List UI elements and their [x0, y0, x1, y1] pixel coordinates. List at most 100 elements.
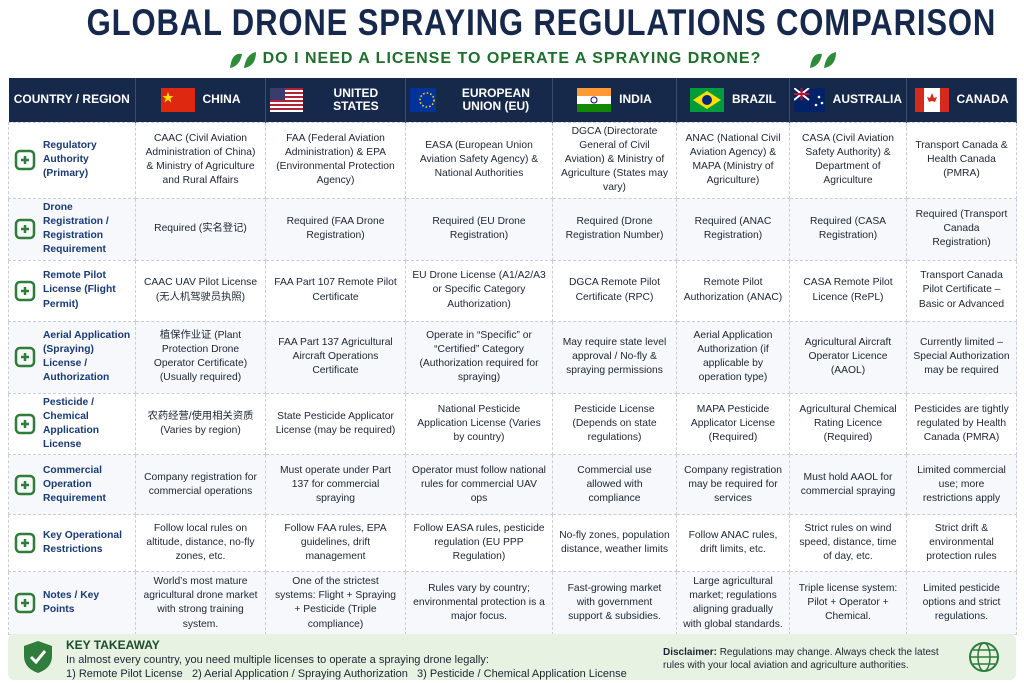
table-cell: CASA Remote Pilot Licence (RePL) — [789, 259, 907, 322]
row-label: Drone Registration / Registration Requir… — [43, 201, 109, 256]
row-icon — [14, 413, 36, 435]
table-cell: Limited commercial use; more restriction… — [906, 454, 1017, 516]
takeaway-item: 1) Remote Pilot License — [66, 667, 183, 680]
disclaimer-label: Disclaimer: — [663, 647, 717, 658]
row-header-wrap: Remote Pilot License (Flight Permit) — [13, 269, 131, 312]
table-cell: Company registration for commercial oper… — [135, 454, 266, 516]
disclaimer-text: Regulations may change. Always check the… — [663, 647, 939, 671]
table-cell: Required (CASA Registration) — [789, 197, 907, 261]
table-cell: DGCA (Directorate General of Civil Aviat… — [552, 121, 677, 199]
column-header: EUROPEAN UNION (EU) — [405, 78, 553, 122]
table-cell: Company registration may be required for… — [676, 454, 790, 516]
row-label: Pesticide / Chemical Application License — [43, 396, 100, 451]
table-cell: DGCA Remote Pilot Certificate (RPC) — [552, 259, 677, 322]
table-cell: Rules vary by country; environmental pro… — [405, 571, 553, 636]
row-header: Remote Pilot License (Flight Permit) — [8, 259, 136, 322]
row-header-wrap: Aerial Application (Spraying) License / … — [13, 329, 131, 386]
row-icon — [14, 218, 36, 240]
table-cell: State Pesticide Applicator License (may … — [265, 392, 406, 456]
column-label: CANADA — [956, 92, 1009, 107]
column-label: BRAZIL — [732, 92, 776, 107]
row-icon — [14, 280, 36, 301]
table-cell: Must hold AAOL for commercial spraying — [789, 454, 907, 516]
row-icon — [14, 346, 36, 368]
table-cell: 植保作业证 (Plant Protection Drone Operator C… — [135, 320, 266, 394]
table-cell: Fast-growing market with government supp… — [552, 571, 677, 636]
table-cell: Remote Pilot Authorization (ANAC) — [676, 259, 790, 322]
globe-icon — [969, 642, 999, 672]
table-cell: Transport Canada Pilot Certificate – Bas… — [906, 259, 1017, 322]
row-icon — [14, 474, 36, 496]
table-row: Pesticide / Chemical Application License… — [8, 392, 1017, 456]
table-cell: 农药经营/使用相关资质 (Varies by region) — [135, 392, 266, 456]
row-label: Regulatory Authority (Primary) — [43, 139, 97, 180]
table-cell: Agricultural Chemical Rating Licence (Re… — [789, 392, 907, 456]
column-header: CANADA — [906, 78, 1017, 122]
row-header-wrap: Notes / Key Points — [13, 589, 131, 617]
title: GLOBAL DRONE SPRAYING REGULATIONS COMPAR… — [86, 2, 997, 43]
table-cell: No-fly zones, population distance, weath… — [552, 514, 677, 573]
row-label: Remote Pilot License (Flight Permit) — [43, 270, 116, 310]
table-cell: World’s most mature agricultural drone m… — [135, 571, 266, 636]
footer: KEY TAKEAWAY In almost every country, you… — [8, 634, 1016, 680]
table-cell: Strict drift & environmental protection … — [906, 514, 1017, 573]
row-header: Commercial Operation Requirement — [8, 454, 136, 516]
takeaway-text: In almost every country, you need multip… — [66, 653, 489, 666]
column-label: INDIA — [619, 92, 652, 107]
table-cell: CASA (Civil Aviation Safety Authority) &… — [789, 121, 907, 199]
column-label: UNITED STATES — [333, 85, 379, 113]
table-cell: MAPA Pesticide Applicator License (Requi… — [676, 392, 790, 456]
flag — [794, 87, 825, 112]
subtitle: DO I NEED A LICENSE TO OPERATE A SPRAYIN… — [262, 50, 762, 67]
flag — [690, 87, 724, 112]
row-header-wrap: Regulatory Authority (Primary) — [13, 139, 131, 182]
row-label: Notes / Key Points — [43, 590, 100, 616]
table-cell: Pesticide License (Depends on state regu… — [552, 392, 677, 456]
column-header: UNITED STATES — [265, 78, 406, 122]
table-cell: Limited pesticide options and strict reg… — [906, 571, 1017, 636]
table-row: Remote Pilot License (Flight Permit) CAAC… — [8, 259, 1017, 322]
table-row: Key Operational Restrictions Follow local… — [8, 514, 1017, 573]
table-cell: EASA (European Union Aviation Safety Age… — [405, 121, 553, 199]
table-cell: FAA Part 107 Remote Pilot Certificate — [265, 259, 406, 322]
table-row: Commercial Operation Requirement Company … — [8, 454, 1017, 516]
table-cell: One of the strictest systems: Flight + S… — [265, 571, 406, 636]
row-header: Aerial Application (Spraying) License / … — [8, 320, 136, 394]
table-cell: Must operate under Part 137 for commerci… — [265, 454, 406, 516]
table-cell: Operate in “Specific” or “Certified” Cat… — [405, 320, 553, 394]
table-cell: CAAC UAV Pilot License (无人机驾驶员执照) — [135, 259, 266, 322]
table-row: Regulatory Authority (Primary) CAAC (Civi… — [8, 121, 1017, 199]
table-row: Drone Registration / Registration Requir… — [8, 197, 1017, 261]
flag — [160, 87, 195, 112]
table-cell: Follow local rules on altitude, distance… — [135, 514, 266, 573]
column-header: AUSTRALIA — [789, 78, 907, 122]
table-cell: Operator must follow national rules for … — [405, 454, 553, 516]
table-row: Aerial Application (Spraying) License / … — [8, 320, 1017, 394]
header-row: COUNTRY / REGION CHINA UNITED STATES EUR… — [8, 78, 1017, 122]
table-cell: Triple license system: Pilot + Operator … — [789, 571, 907, 636]
table-cell: CAAC (Civil Aviation Administration of C… — [135, 121, 266, 199]
table-cell: May require state level approval / No-fl… — [552, 320, 677, 394]
takeaway-title: KEY TAKEAWAY — [66, 638, 160, 652]
leaf-icon — [810, 52, 836, 68]
table-cell: Required (实名登记) — [135, 197, 266, 261]
row-header: Drone Registration / Registration Requir… — [8, 197, 136, 261]
table-cell: EU Drone License (A1/A2/A3 or Specific C… — [405, 259, 553, 322]
row-label: Aerial Application (Spraying) License / … — [43, 329, 131, 384]
table-cell: Required (Drone Registration Number) — [552, 197, 677, 261]
column-header: COUNTRY / REGION — [8, 78, 136, 122]
row-icon — [14, 149, 36, 171]
table-cell: National Pesticide Application License (… — [405, 392, 553, 456]
flag — [410, 87, 436, 112]
flag — [914, 87, 949, 112]
column-label: EUROPEAN UNION (EU) — [461, 85, 530, 113]
title-wrap: GLOBAL DRONE SPRAYING REGULATIONS COMPAR… — [0, 2, 1024, 44]
row-header: Key Operational Restrictions — [8, 514, 136, 573]
column-header: BRAZIL — [676, 78, 790, 122]
flag — [577, 87, 612, 112]
table-cell: Agricultural Aircraft Operator Licence (… — [789, 320, 907, 394]
table-cell: Required (ANAC Registration) — [676, 197, 790, 261]
takeaway-item: 3) Pesticide / Chemical Application Lice… — [416, 667, 627, 680]
shield-icon — [24, 641, 52, 673]
disclaimer: Disclaimer: Regulations may change. Alwa… — [663, 646, 963, 672]
